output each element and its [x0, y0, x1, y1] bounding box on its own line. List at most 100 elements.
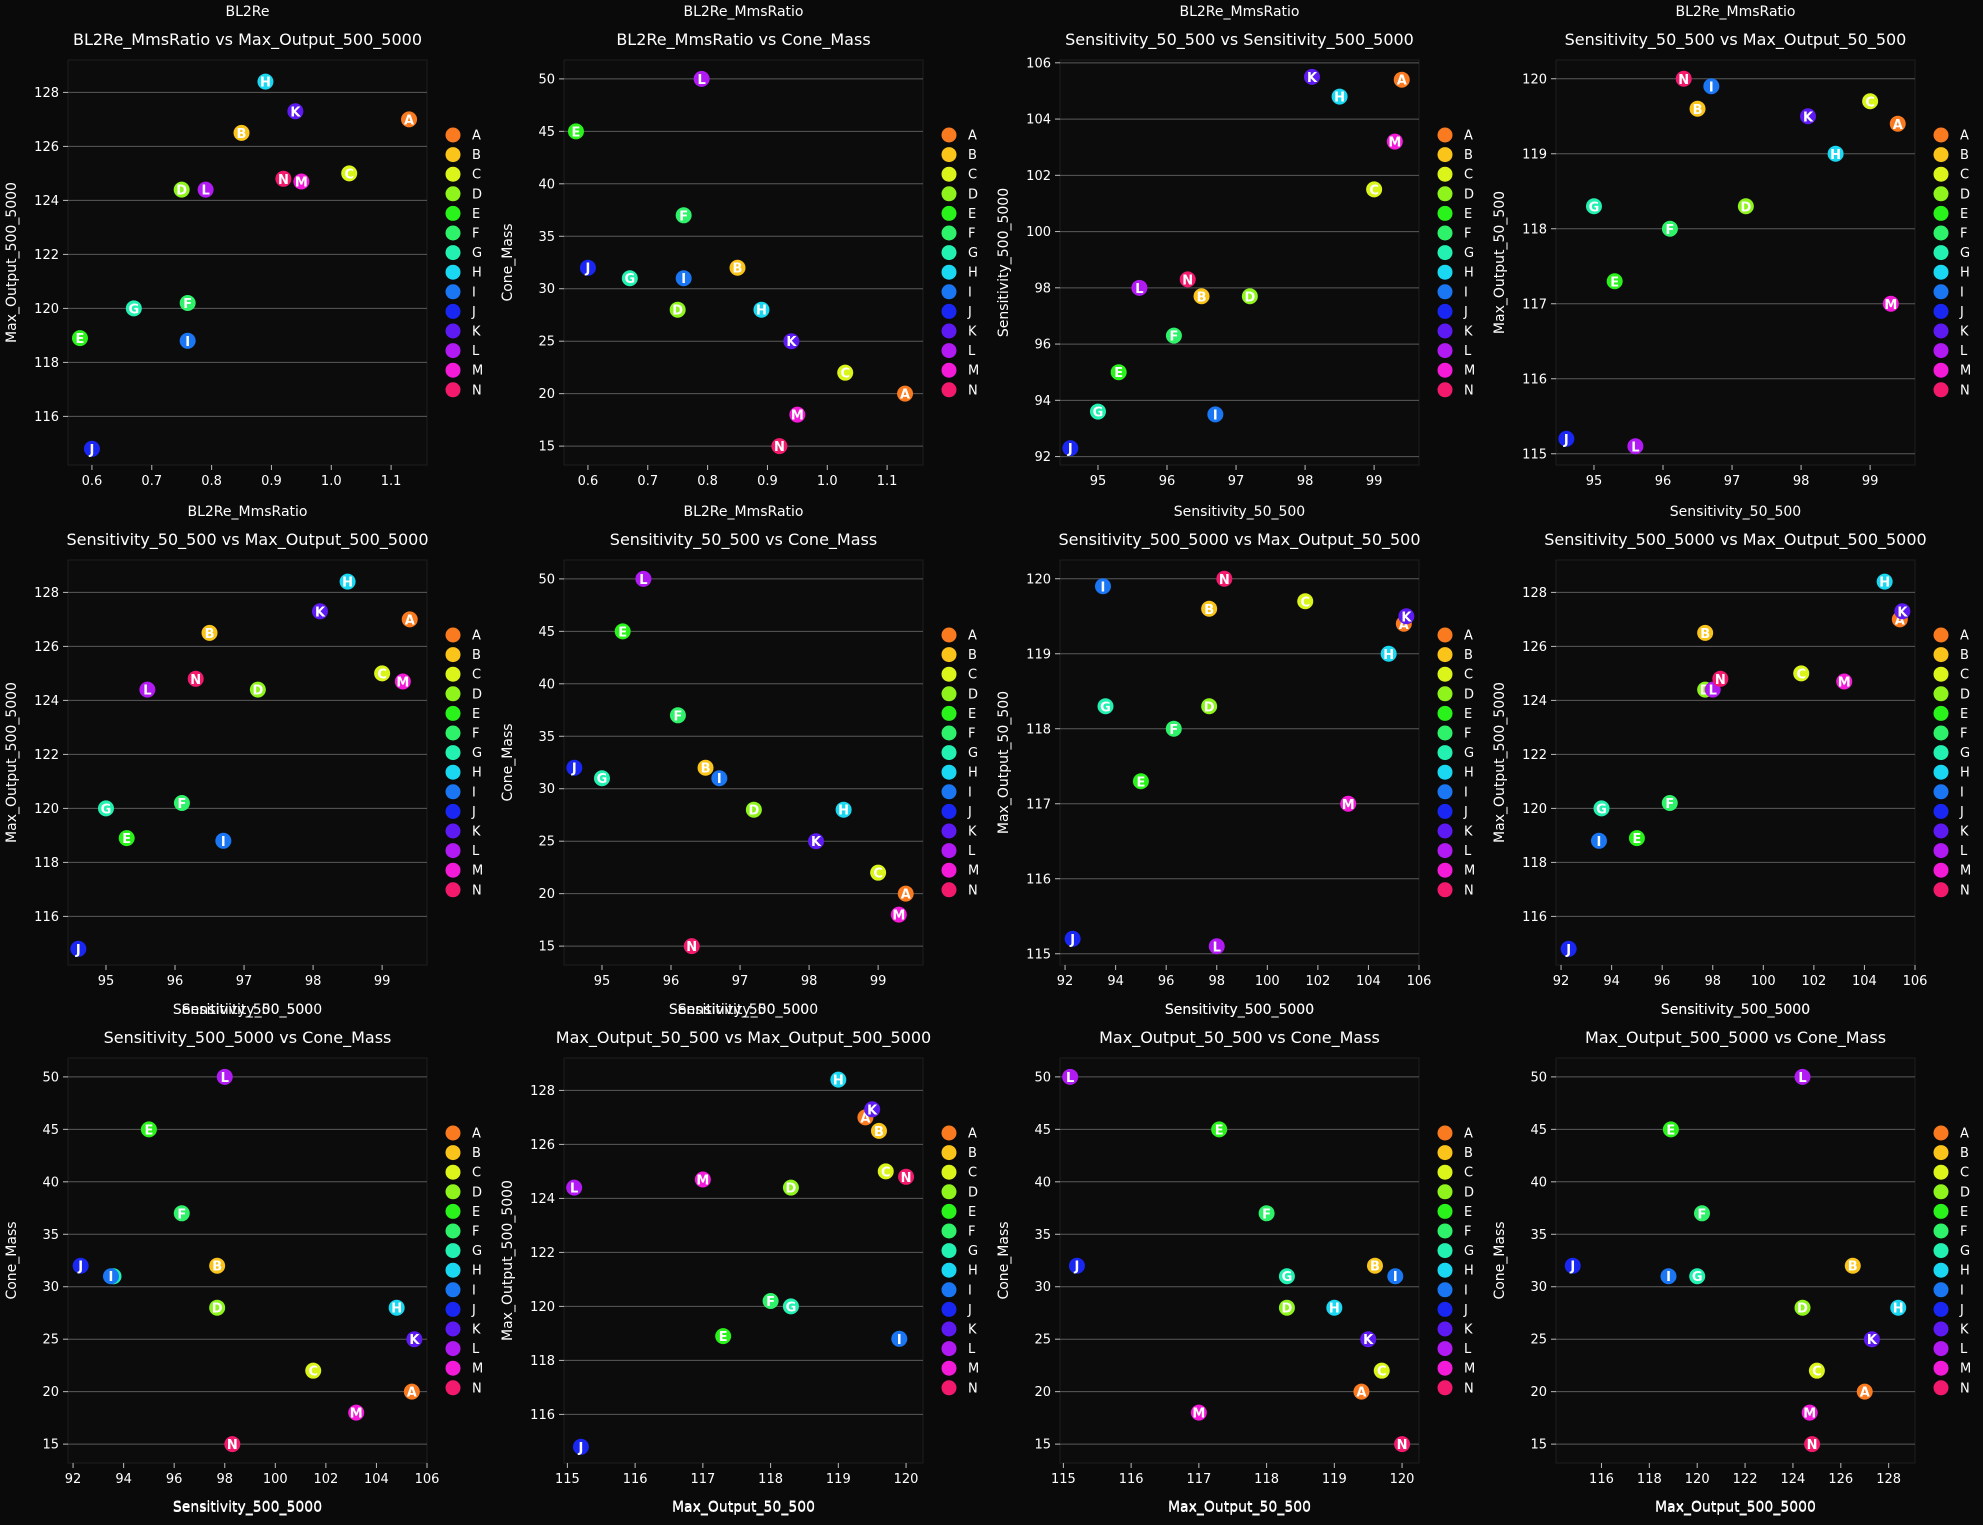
- point-marker: [1278, 1268, 1295, 1285]
- legend-label: B: [1960, 648, 1969, 663]
- point-label: N: [278, 173, 289, 188]
- point-label: H: [1830, 148, 1841, 163]
- legend-marker: [445, 823, 461, 839]
- point-marker: [1201, 698, 1218, 715]
- data-point: M: [1882, 295, 1899, 313]
- point-marker: [566, 759, 583, 776]
- legend-marker: [1437, 186, 1453, 202]
- legend-label: I: [1960, 1283, 1964, 1298]
- legend-label: B: [968, 648, 977, 663]
- point-marker: [1564, 1257, 1581, 1274]
- legend-marker: [1437, 1164, 1453, 1180]
- data-point: K: [807, 833, 824, 850]
- legend-label: F: [1960, 227, 1967, 242]
- legend-label: A: [968, 129, 977, 144]
- point-label: K: [409, 1333, 420, 1348]
- legend-label: M: [472, 364, 483, 379]
- legend-label: E: [472, 207, 480, 222]
- legend-label: K: [472, 825, 481, 840]
- point-label: E: [144, 1123, 153, 1138]
- point-marker: [1606, 273, 1623, 290]
- data-point: N: [1712, 670, 1729, 688]
- y-tick-label: 40: [1034, 1175, 1051, 1190]
- point-label: C: [377, 667, 387, 682]
- legend-label: N: [968, 883, 978, 898]
- data-point: K: [783, 333, 800, 350]
- point-marker: [621, 270, 638, 287]
- data-point: K: [864, 1101, 881, 1118]
- point-label: L: [201, 184, 209, 199]
- legend-marker: [1933, 147, 1949, 163]
- point-label: D: [1244, 290, 1255, 305]
- legend-marker: [445, 1184, 461, 1200]
- point-label: H: [1879, 576, 1890, 591]
- x-tick-label: 92: [1057, 974, 1074, 989]
- legend-label: J: [1959, 305, 1964, 320]
- y-tick-label: 92: [1034, 450, 1051, 465]
- scatter-panel: Sensitivity_500_5000 Max_Output_50_500 vs…: [500, 1002, 979, 1516]
- panel-title: BL2Re_MmsRatio vs Cone_Mass: [616, 30, 870, 50]
- legend-marker: [941, 1223, 957, 1239]
- x-tick-label: 99: [1862, 474, 1879, 489]
- legend-label: A: [472, 1127, 481, 1142]
- legend-marker: [1933, 823, 1949, 839]
- legend-marker: [941, 1164, 957, 1180]
- point-marker: [1661, 795, 1678, 811]
- legend-marker: [1933, 1164, 1949, 1180]
- x-tick-label: 118: [758, 1472, 783, 1487]
- data-point: J: [579, 259, 596, 277]
- data-point: K: [1360, 1331, 1377, 1348]
- legend-marker: [1933, 1223, 1949, 1239]
- legend-label: G: [1960, 246, 1970, 261]
- legend-label: L: [968, 344, 976, 359]
- x-tick-label: 100: [1255, 974, 1280, 989]
- legend-label: C: [472, 168, 481, 183]
- point-marker: [1353, 1383, 1370, 1400]
- point-label: H: [260, 76, 271, 91]
- x-tick-label: 95: [594, 974, 611, 989]
- x-tick-label: 98: [1704, 974, 1721, 989]
- x-tick-label: 0.8: [697, 474, 718, 489]
- point-marker: [1737, 198, 1754, 215]
- y-tick-label: 118: [34, 856, 59, 871]
- data-point: E: [1132, 773, 1149, 790]
- legend-marker: [1933, 1301, 1949, 1317]
- legend-marker: [941, 803, 957, 819]
- point-label: F: [177, 1207, 186, 1222]
- point-label: H: [391, 1302, 402, 1317]
- point-marker: [897, 885, 914, 902]
- point-label: H: [1383, 648, 1394, 663]
- x-tick-label: 95: [1586, 474, 1603, 489]
- point-label: B: [1693, 103, 1703, 118]
- y-tick-label: 128: [34, 586, 59, 601]
- y-tick-label: 124: [530, 1192, 555, 1207]
- data-point: M: [1340, 795, 1357, 813]
- legend-label: E: [1960, 1205, 1968, 1220]
- y-axis-label: Max_Output_50_500: [1492, 191, 1508, 334]
- point-label: F: [1169, 723, 1178, 738]
- data-point: N: [1675, 70, 1692, 88]
- legend-marker: [1437, 343, 1453, 359]
- legend-label: K: [968, 825, 977, 840]
- y-tick-label: 30: [538, 282, 555, 297]
- data-point: I: [1207, 406, 1224, 423]
- legend-marker: [1933, 382, 1949, 398]
- x-tick-label: 118: [1254, 1472, 1279, 1487]
- scatter-panel: Sensitivity_50_500 Sensitivity_500_5000 v…: [996, 504, 1475, 1018]
- legend-marker: [1933, 1321, 1949, 1337]
- point-marker: [1836, 673, 1853, 690]
- legend-label: L: [968, 844, 976, 859]
- legend-marker: [941, 1203, 957, 1219]
- point-label: I: [1709, 80, 1714, 95]
- legend-marker: [1437, 862, 1453, 878]
- y-tick-label: 20: [1530, 1385, 1547, 1400]
- data-point: D: [1794, 1299, 1811, 1317]
- point-marker: [209, 1299, 226, 1316]
- point-marker: [209, 1257, 226, 1274]
- legend-label: E: [1464, 707, 1472, 722]
